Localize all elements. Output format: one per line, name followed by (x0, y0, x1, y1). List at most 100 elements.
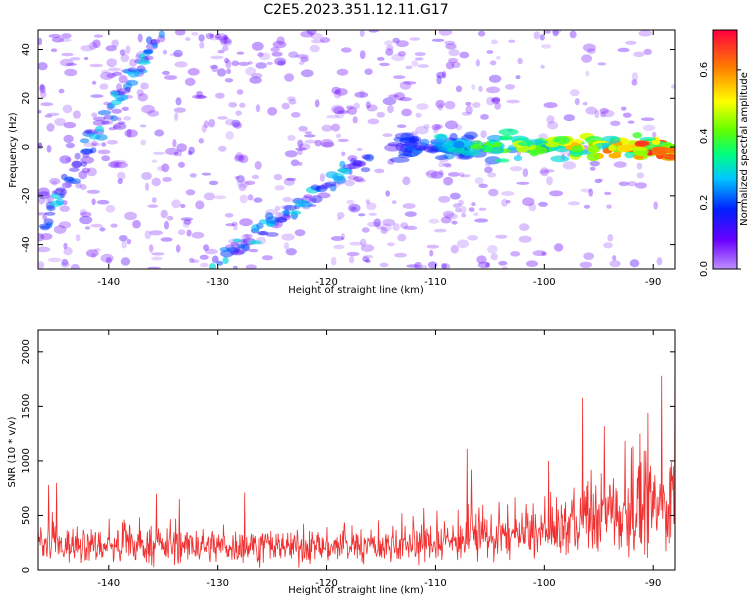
heatmap-cell (414, 57, 424, 61)
heatmap-cell (384, 40, 393, 46)
heatmap-cell (495, 158, 510, 163)
heatmap-cell (141, 172, 152, 180)
heatmap-cell (400, 222, 409, 229)
heatmap-cell (656, 257, 663, 266)
heatmap-cell (150, 39, 161, 45)
heatmap-cell (81, 167, 91, 174)
heatmap-cell (620, 106, 627, 111)
heatmap-cell (38, 261, 45, 269)
heatmap-cell (61, 258, 69, 266)
heatmap-cell (434, 155, 448, 161)
colorbar-gradient (712, 29, 738, 270)
colorbar-label: Normalized spectral amplitude (739, 72, 750, 226)
heatmap-cell (464, 131, 478, 140)
heatmap-cell (364, 68, 373, 75)
heatmap-cell (174, 61, 188, 68)
heatmap-cell (629, 259, 640, 268)
heatmap-cell (606, 204, 612, 209)
x-tick-label: -110 (424, 277, 447, 288)
heatmap-cell (90, 142, 101, 147)
heatmap-cell (415, 112, 422, 118)
heatmap-cell (487, 244, 498, 254)
heatmap-cell (541, 251, 547, 256)
heatmap-cell (59, 205, 70, 212)
heatmap-cell (501, 191, 515, 196)
heatmap-cell (436, 134, 447, 143)
heatmap-cell (608, 144, 617, 152)
heatmap-cell (544, 30, 551, 34)
heatmap-cell (433, 126, 439, 134)
heatmap-cell (494, 102, 502, 110)
heatmap-cell (387, 141, 403, 147)
heatmap-cell (352, 159, 363, 167)
heatmap-cell (151, 177, 161, 187)
heatmap-cell (38, 187, 50, 197)
heatmap-cell (90, 223, 103, 228)
heatmap-cell (136, 89, 144, 97)
heatmap-cell (132, 219, 141, 229)
heatmap-cell (364, 153, 375, 162)
heatmap-cell (108, 127, 117, 131)
heatmap-cell (404, 211, 417, 217)
x-tick-label: -90 (645, 277, 661, 288)
heatmap-cell (460, 174, 471, 178)
heatmap-cell (226, 246, 241, 253)
heatmap-cell (506, 99, 520, 104)
heatmap-cell (151, 197, 157, 203)
heatmap-cell (225, 119, 236, 126)
heatmap-cell (400, 144, 409, 153)
heatmap-cell (612, 255, 617, 261)
heatmap-cell (455, 85, 463, 93)
heatmap-cell (359, 30, 365, 37)
heatmap-cell (330, 256, 337, 266)
heatmap-cell (40, 90, 47, 98)
heatmap-cell (223, 34, 229, 40)
heatmap-cell (320, 139, 334, 148)
heatmap-cell (80, 148, 94, 154)
heatmap-cell (186, 229, 192, 237)
heatmap-cell (175, 244, 181, 253)
heatmap-cell (284, 150, 298, 158)
heatmap-cell (321, 141, 335, 148)
heatmap-cell (275, 216, 287, 223)
heatmap-cell (247, 61, 253, 65)
heatmap-cell (99, 83, 109, 90)
heatmap-cell (97, 110, 112, 116)
heatmap-cell (360, 244, 375, 252)
heatmap-cell (653, 201, 658, 210)
heatmap-cell (169, 52, 182, 57)
heatmap-cell (124, 129, 138, 138)
heatmap-cell (337, 138, 349, 142)
heatmap-cell (397, 233, 407, 242)
heatmap-cell (478, 183, 488, 188)
heatmap-cell (192, 94, 206, 99)
heatmap-cell (335, 133, 342, 139)
heatmap-cell (106, 73, 117, 79)
heatmap-cell (88, 41, 98, 50)
heatmap-cell (180, 217, 194, 221)
heatmap-cell (178, 161, 185, 168)
heatmap-cell (236, 51, 245, 55)
heatmap-cell (451, 61, 461, 68)
heatmap-cell (480, 114, 489, 120)
heatmap-cell (300, 30, 314, 38)
heatmap-cell (442, 162, 452, 167)
heatmap-cell (354, 91, 369, 98)
heatmap-cell (126, 79, 139, 86)
heatmap-cell (353, 176, 364, 182)
heatmap-cell (402, 176, 411, 186)
heatmap-cell (72, 110, 81, 119)
heatmap-cell (86, 167, 97, 177)
heatmap-cell (300, 56, 309, 63)
heatmap-cell (253, 197, 263, 203)
heatmap-cell (110, 160, 122, 169)
heatmap-cell (104, 120, 114, 125)
heatmap-cell (613, 161, 627, 168)
heatmap-cell (545, 141, 560, 148)
heatmap-cell (248, 248, 259, 253)
heatmap-cell (393, 92, 406, 101)
heatmap-cell (255, 62, 267, 69)
heatmap-cell (392, 223, 400, 231)
heatmap-cell (141, 104, 156, 114)
heatmap-cell (288, 51, 299, 58)
